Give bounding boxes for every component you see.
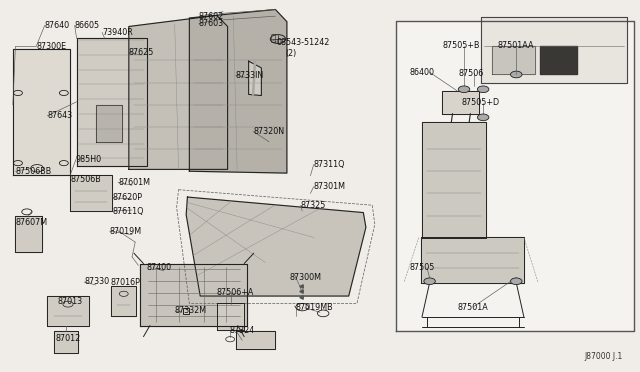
Polygon shape <box>140 263 247 326</box>
Text: 87320N: 87320N <box>253 127 284 136</box>
Text: 87602: 87602 <box>199 12 224 21</box>
Circle shape <box>511 71 522 78</box>
Circle shape <box>458 86 470 93</box>
Polygon shape <box>420 237 524 283</box>
Text: 87019MB: 87019MB <box>296 303 333 312</box>
Polygon shape <box>186 197 366 296</box>
Text: 87620P: 87620P <box>113 193 143 202</box>
Polygon shape <box>492 46 536 74</box>
Text: J87000 J.1: J87000 J.1 <box>584 352 623 361</box>
Text: 87019M: 87019M <box>109 227 142 235</box>
Text: 87332M: 87332M <box>175 306 207 315</box>
Text: 08543-51242: 08543-51242 <box>276 38 330 46</box>
Text: 87501A: 87501A <box>457 302 488 312</box>
Text: 87506BB: 87506BB <box>15 167 52 176</box>
Polygon shape <box>422 122 486 238</box>
Text: 87505+B: 87505+B <box>442 41 480 50</box>
Text: 87505+D: 87505+D <box>461 98 500 107</box>
Circle shape <box>477 114 489 121</box>
Text: 87506: 87506 <box>459 68 484 77</box>
Polygon shape <box>47 296 89 326</box>
Text: 87505: 87505 <box>409 263 435 272</box>
Text: 87640: 87640 <box>45 21 70 30</box>
Polygon shape <box>248 61 261 96</box>
Circle shape <box>511 278 522 285</box>
Polygon shape <box>442 91 479 113</box>
Text: 87601M: 87601M <box>118 178 150 187</box>
Text: 87325: 87325 <box>301 201 326 210</box>
Text: 87016P: 87016P <box>111 278 141 287</box>
Text: 87607M: 87607M <box>15 218 47 227</box>
Text: 86605: 86605 <box>75 21 100 30</box>
Text: 87300E: 87300E <box>36 42 67 51</box>
Text: 8733IN: 8733IN <box>236 71 264 80</box>
Text: 87330: 87330 <box>84 278 109 286</box>
Polygon shape <box>396 20 634 331</box>
Polygon shape <box>70 175 111 211</box>
Polygon shape <box>13 49 70 175</box>
Text: (2): (2) <box>285 49 297 58</box>
Text: 87013: 87013 <box>58 297 83 306</box>
Circle shape <box>424 278 435 285</box>
Polygon shape <box>77 38 147 166</box>
Text: 87506B: 87506B <box>70 175 101 184</box>
Text: 86400: 86400 <box>409 68 434 77</box>
Polygon shape <box>236 331 275 349</box>
Text: 87301M: 87301M <box>314 182 346 191</box>
Text: 73940R: 73940R <box>102 28 133 37</box>
Polygon shape <box>481 17 627 83</box>
Text: 87643: 87643 <box>47 111 72 121</box>
Text: 87506+A: 87506+A <box>217 288 254 297</box>
Text: 87012: 87012 <box>56 334 81 343</box>
Polygon shape <box>129 15 228 169</box>
Text: 87400: 87400 <box>147 263 172 272</box>
Polygon shape <box>111 286 136 316</box>
Polygon shape <box>540 46 577 74</box>
Text: 87300M: 87300M <box>289 273 321 282</box>
Text: 985H0: 985H0 <box>76 155 102 164</box>
Text: 87311Q: 87311Q <box>314 160 345 169</box>
Text: 87625: 87625 <box>129 48 154 57</box>
Polygon shape <box>217 304 244 330</box>
Circle shape <box>477 86 489 93</box>
Text: 87611Q: 87611Q <box>113 206 145 216</box>
Text: 87501AA: 87501AA <box>497 41 534 50</box>
Text: 87603: 87603 <box>199 19 224 28</box>
Polygon shape <box>54 331 78 353</box>
Polygon shape <box>96 105 122 142</box>
Polygon shape <box>15 216 42 253</box>
Polygon shape <box>189 10 287 173</box>
Text: Ⓢ: Ⓢ <box>270 35 275 44</box>
Text: 87324: 87324 <box>230 326 255 335</box>
